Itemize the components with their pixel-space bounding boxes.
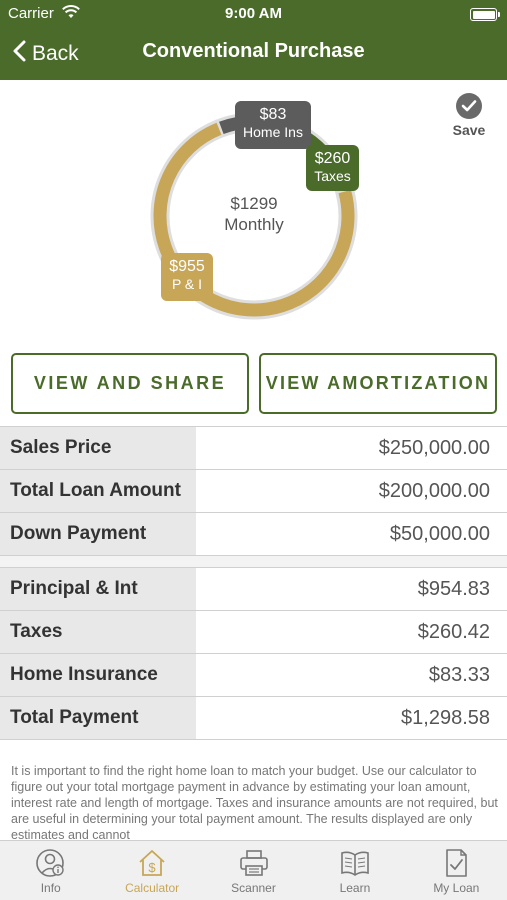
chevron-left-icon	[12, 40, 26, 68]
monthly-total-amount: $1299	[230, 194, 278, 213]
navigation-bar: Back Conventional Purchase	[0, 28, 507, 80]
tab-my-loan[interactable]: My Loan	[406, 841, 507, 900]
checkmark-icon	[456, 93, 482, 119]
carrier-label: Carrier	[8, 5, 54, 22]
donut-segment-p-i	[153, 122, 355, 317]
tab-label: Calculator	[125, 881, 180, 895]
scanner-icon	[238, 848, 270, 878]
row-value: $954.83	[196, 568, 507, 610]
tab-bar: Info $ Calculator Scanner Learn My Loan	[0, 840, 507, 900]
taxes-amount: $260	[314, 150, 351, 167]
table-row: Down Payment $50,000.00	[0, 513, 507, 556]
row-label: Sales Price	[0, 427, 196, 469]
tab-scanner[interactable]: Scanner	[203, 841, 304, 900]
document-check-icon	[440, 848, 472, 878]
row-value: $260.42	[196, 611, 507, 653]
tab-info[interactable]: Info	[0, 841, 101, 900]
row-label: Down Payment	[0, 513, 196, 555]
principal-interest-amount: $955	[169, 258, 205, 275]
save-label: Save	[452, 122, 486, 138]
open-book-icon	[339, 848, 371, 878]
row-value: $83.33	[196, 654, 507, 696]
row-label: Principal & Int	[0, 568, 196, 610]
row-label: Taxes	[0, 611, 196, 653]
row-label: Total Loan Amount	[0, 470, 196, 512]
back-button[interactable]: Back	[12, 38, 79, 70]
tab-calculator[interactable]: $ Calculator	[101, 841, 202, 900]
principal-interest-label: P & I	[171, 276, 203, 293]
back-label: Back	[32, 42, 79, 65]
tab-label: My Loan	[433, 881, 480, 895]
page-title: Conventional Purchase	[142, 40, 365, 62]
home-insurance-amount: $83	[259, 106, 287, 123]
loan-summary-table: Sales Price $250,000.00 Total Loan Amoun…	[0, 426, 507, 556]
house-dollar-icon: $	[136, 848, 168, 878]
section-divider	[0, 556, 507, 567]
row-label: Home Insurance	[0, 654, 196, 696]
table-row: Sales Price $250,000.00	[0, 427, 507, 470]
table-row: Total Loan Amount $200,000.00	[0, 470, 507, 513]
row-value: $250,000.00	[196, 427, 507, 469]
table-row: Taxes $260.42	[0, 611, 507, 654]
view-and-share-button[interactable]: VIEW AND SHARE	[11, 353, 249, 414]
taxes-label: Taxes	[314, 168, 351, 185]
tab-label: Scanner	[231, 881, 276, 895]
clock: 9:00 AM	[225, 5, 282, 22]
principal-interest-callout: $955 P & I	[161, 253, 213, 301]
view-amortization-button[interactable]: VIEW AMORTIZATION	[259, 353, 497, 414]
table-row: Principal & Int $954.83	[0, 568, 507, 611]
status-bar: Carrier 9:00 AM	[0, 0, 507, 28]
monthly-total-label: Monthly	[224, 215, 284, 234]
info-person-icon	[35, 848, 67, 878]
row-value: $200,000.00	[196, 470, 507, 512]
tab-learn[interactable]: Learn	[304, 841, 405, 900]
battery-icon	[470, 8, 500, 21]
tab-label: Info	[40, 881, 61, 895]
home-insurance-label: Home Ins	[243, 124, 303, 141]
taxes-callout: $260 Taxes	[306, 145, 359, 191]
row-label: Total Payment	[0, 697, 196, 739]
home-insurance-callout: $83 Home Ins	[235, 101, 311, 149]
row-value: $1,298.58	[196, 697, 507, 739]
row-value: $50,000.00	[196, 513, 507, 555]
payment-summary-table: Principal & Int $954.83 Taxes $260.42 Ho…	[0, 567, 507, 740]
save-button[interactable]: Save	[448, 93, 490, 138]
wifi-icon	[62, 5, 80, 23]
disclaimer-text: It is important to find the right home l…	[11, 764, 498, 840]
tab-label: Learn	[339, 881, 371, 895]
table-row: Total Payment $1,298.58	[0, 697, 507, 740]
svg-text:$: $	[148, 860, 156, 875]
table-row: Home Insurance $83.33	[0, 654, 507, 697]
